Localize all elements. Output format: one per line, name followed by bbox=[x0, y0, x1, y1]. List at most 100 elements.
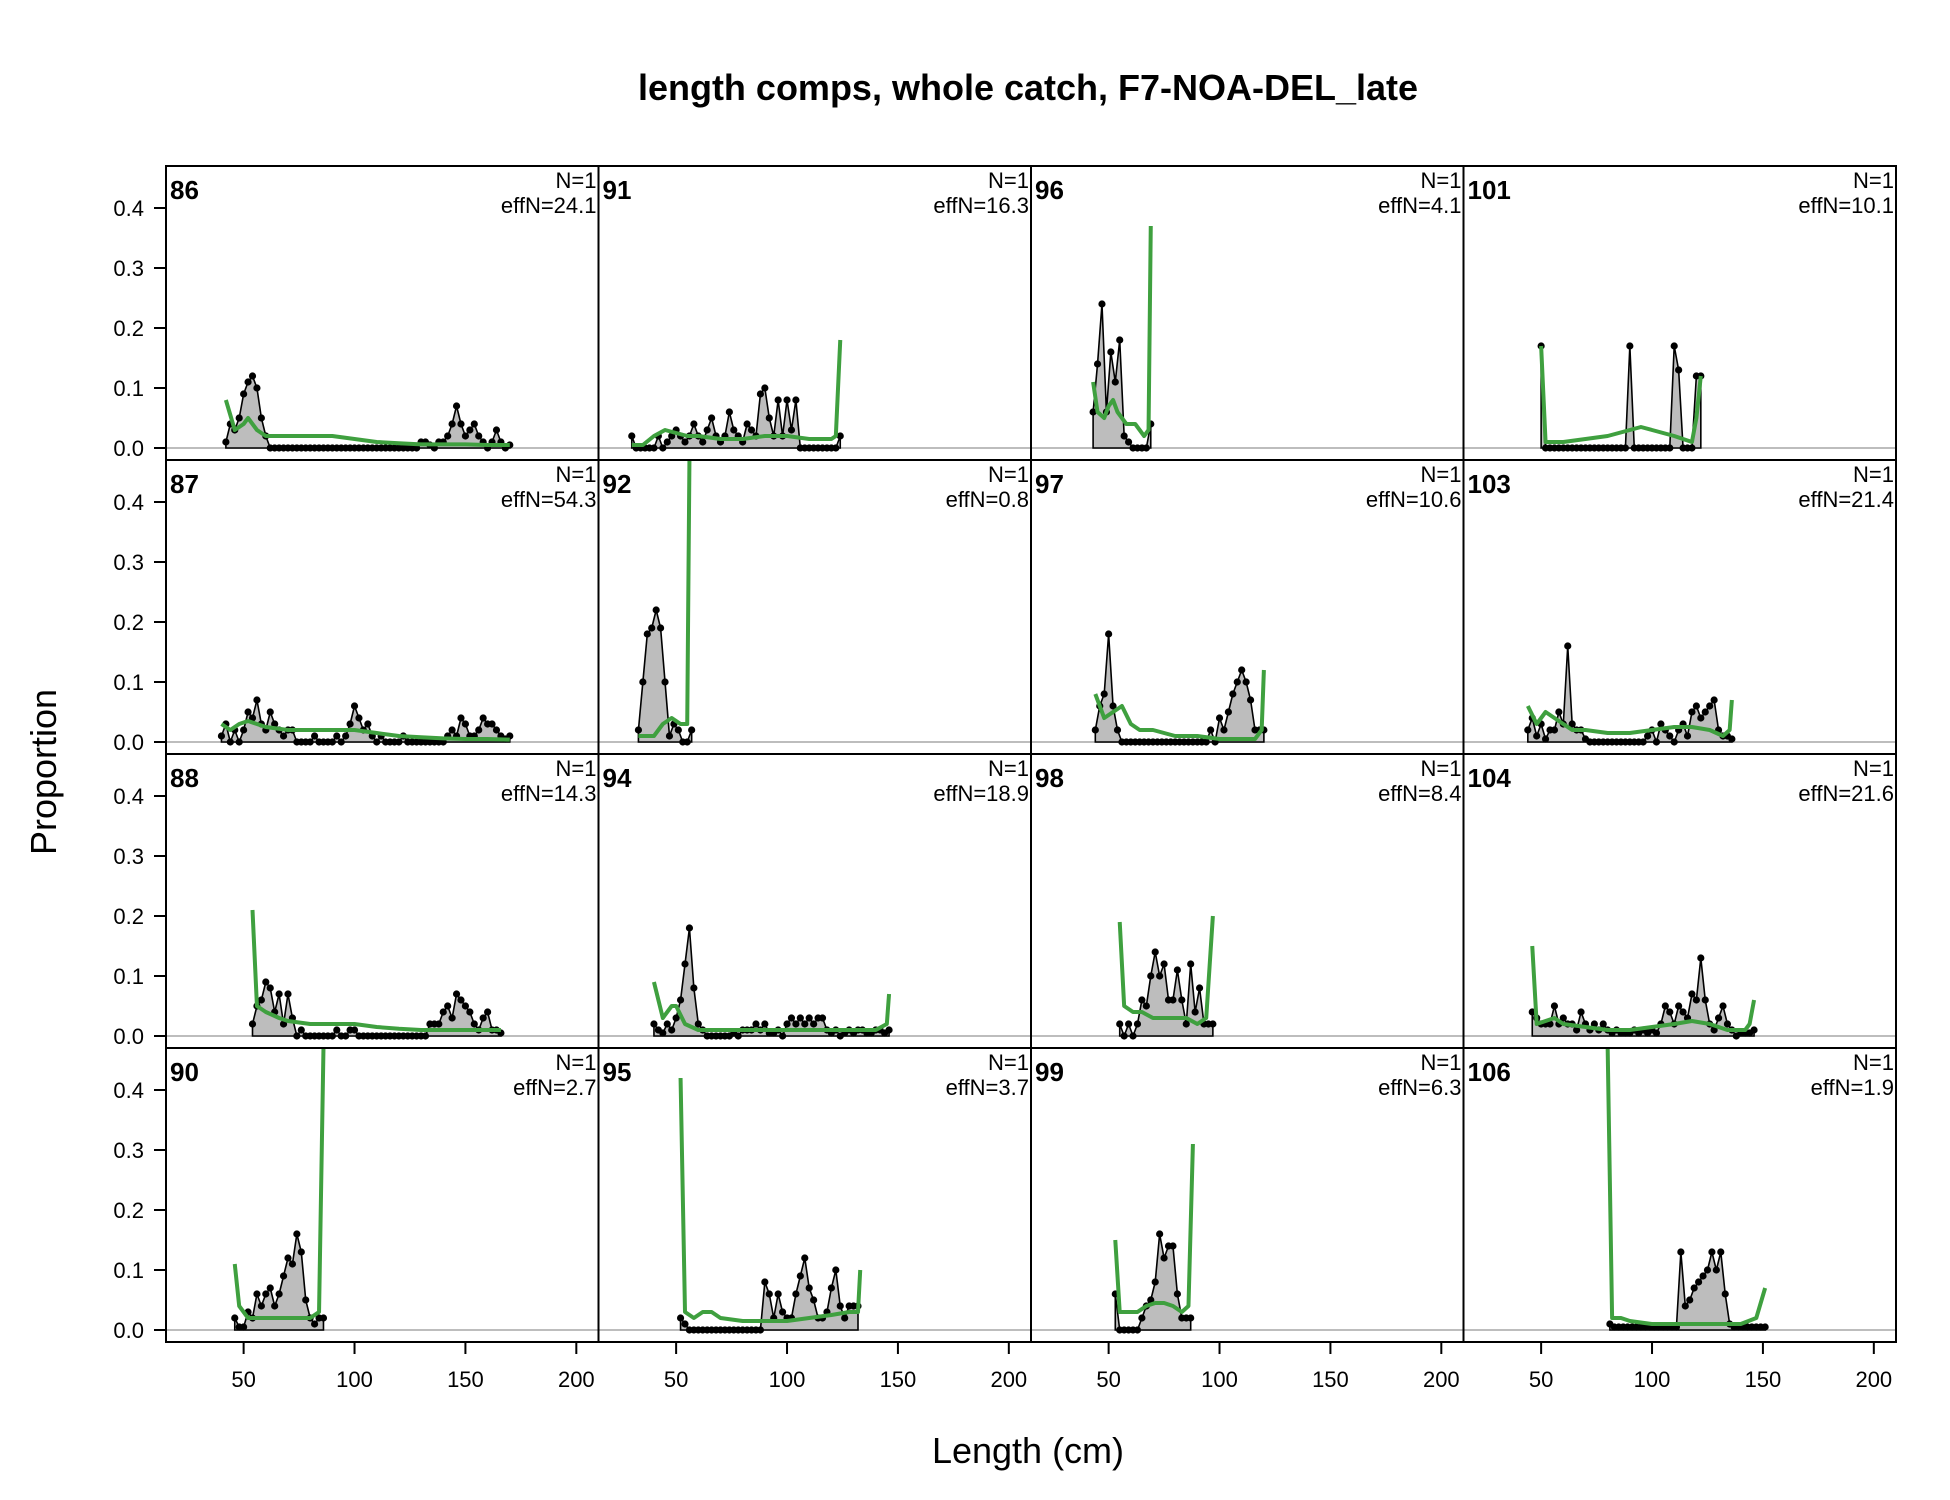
observed-point bbox=[783, 396, 791, 404]
chart-title: length comps, whole catch, F7-NOA-DEL_la… bbox=[638, 67, 1418, 108]
y-tick-label: 0.0 bbox=[113, 1318, 144, 1343]
observed-point bbox=[1215, 714, 1224, 722]
observed-point bbox=[350, 1026, 359, 1034]
panel-label: 92 bbox=[603, 469, 632, 499]
panel-n: N=1 bbox=[556, 756, 597, 781]
expected-line bbox=[1530, 945, 1757, 1032]
observed-point bbox=[461, 720, 470, 728]
expected-line bbox=[1113, 1143, 1195, 1314]
observed-point bbox=[1666, 1008, 1674, 1016]
observed-point bbox=[1679, 1008, 1687, 1016]
observed-point bbox=[470, 420, 478, 428]
observed-point bbox=[1160, 1254, 1168, 1262]
observed-point bbox=[643, 630, 651, 638]
observed-point bbox=[818, 1014, 827, 1022]
observed-point bbox=[792, 1020, 800, 1028]
observed-point bbox=[661, 678, 669, 686]
panel-n: N=1 bbox=[1421, 462, 1462, 487]
panel-n: N=1 bbox=[1853, 168, 1894, 193]
expected-line bbox=[1091, 225, 1153, 438]
observed-point bbox=[1712, 1266, 1720, 1274]
observed-point bbox=[659, 1029, 667, 1037]
observed-point bbox=[457, 996, 465, 1004]
observed-point bbox=[240, 390, 248, 398]
observed-point bbox=[444, 432, 452, 440]
observed-point bbox=[1093, 360, 1102, 368]
panel-effn: effN=6.3 bbox=[1378, 1075, 1461, 1100]
y-tick-label: 0.1 bbox=[113, 964, 144, 989]
observed-point bbox=[346, 720, 354, 728]
observed-point bbox=[676, 996, 685, 1004]
observed-point bbox=[1120, 432, 1128, 440]
observed-point bbox=[492, 426, 501, 434]
observed-point bbox=[248, 1020, 257, 1028]
observed-point bbox=[1681, 1302, 1689, 1310]
observed-point bbox=[1550, 726, 1559, 734]
observed-point bbox=[1142, 444, 1150, 452]
panel-effn: effN=3.7 bbox=[946, 1075, 1029, 1100]
expected-line bbox=[652, 981, 892, 1032]
observed-point bbox=[690, 984, 698, 992]
observed-point bbox=[659, 444, 667, 452]
observed-point bbox=[253, 384, 261, 392]
observed-point bbox=[1719, 1002, 1727, 1010]
observed-point bbox=[832, 1266, 840, 1274]
observed-point bbox=[761, 1278, 769, 1286]
y-tick-label: 0.4 bbox=[113, 196, 144, 221]
observed-point bbox=[1124, 438, 1133, 446]
observed-point bbox=[634, 726, 643, 734]
observed-area bbox=[1092, 303, 1152, 449]
observed-point bbox=[1178, 996, 1186, 1004]
observed-point bbox=[355, 714, 363, 722]
observed-point bbox=[1688, 444, 1696, 452]
observed-point bbox=[1207, 726, 1215, 734]
observed-point bbox=[275, 990, 283, 998]
observed-point bbox=[1675, 1002, 1683, 1010]
observed-point bbox=[1169, 1242, 1177, 1250]
observed-point bbox=[1147, 972, 1155, 980]
y-tick-label: 0.4 bbox=[113, 490, 144, 515]
x-tick-label: 200 bbox=[1855, 1367, 1892, 1392]
panel-n: N=1 bbox=[988, 756, 1029, 781]
observed-point bbox=[1116, 336, 1124, 344]
observed-point bbox=[787, 426, 796, 434]
observed-point bbox=[1173, 1290, 1181, 1298]
x-tick-label: 100 bbox=[1201, 1367, 1238, 1392]
y-tick-label: 0.3 bbox=[113, 844, 144, 869]
observed-point bbox=[1652, 1029, 1661, 1037]
observed-point bbox=[1129, 1032, 1137, 1040]
observed-point bbox=[461, 432, 470, 440]
observed-point bbox=[457, 420, 465, 428]
observed-point bbox=[1138, 1314, 1146, 1322]
observed-point bbox=[1098, 300, 1106, 308]
panel-label: 103 bbox=[1468, 469, 1511, 499]
panel-n: N=1 bbox=[1421, 1050, 1462, 1075]
observed-point bbox=[1706, 702, 1714, 710]
observed-point bbox=[319, 1314, 328, 1322]
panel-label: 88 bbox=[170, 763, 199, 793]
observed-point bbox=[1626, 342, 1634, 350]
observed-area bbox=[653, 927, 890, 1038]
observed-point bbox=[1728, 735, 1736, 743]
observed-point bbox=[743, 420, 751, 428]
observed-point bbox=[240, 1323, 248, 1331]
observed-point bbox=[1111, 378, 1119, 386]
observed-point bbox=[761, 384, 769, 392]
observed-point bbox=[1151, 1278, 1159, 1286]
observed-area bbox=[1094, 633, 1265, 746]
panel-n: N=1 bbox=[1421, 168, 1462, 193]
observed-point bbox=[1116, 1020, 1124, 1028]
observed-point bbox=[231, 1314, 239, 1322]
observed-point bbox=[1721, 1290, 1729, 1298]
y-tick-label: 0.2 bbox=[113, 904, 144, 929]
observed-point bbox=[699, 438, 707, 446]
observed-point bbox=[297, 1248, 305, 1256]
observed-point bbox=[279, 732, 288, 740]
